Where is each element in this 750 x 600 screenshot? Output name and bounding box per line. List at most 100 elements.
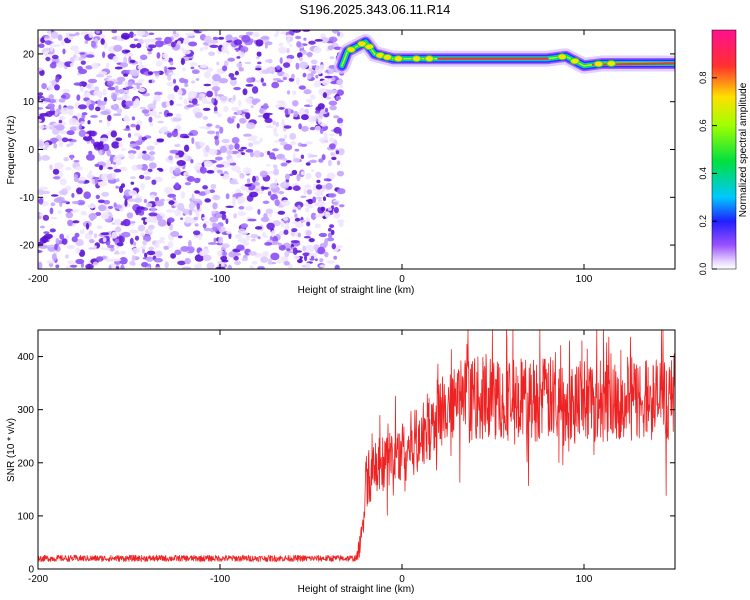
- noise-speckle: [184, 257, 191, 265]
- noise-speckle: [310, 70, 317, 75]
- colorbar-tick-label: 0.2: [698, 215, 708, 228]
- noise-speckle: [289, 132, 297, 140]
- noise-speckle: [86, 83, 92, 89]
- noise-speckle: [147, 51, 152, 55]
- noise-speckle: [54, 84, 60, 91]
- noise-speckle: [156, 139, 164, 143]
- carrier-trace-blob: [557, 53, 568, 61]
- noise-speckle: [212, 36, 219, 41]
- noise-speckle: [202, 100, 212, 104]
- noise-speckle: [193, 230, 201, 236]
- noise-speckle: [335, 95, 342, 101]
- noise-speckle: [116, 178, 120, 183]
- noise-speckle: [76, 125, 80, 132]
- noise-speckle: [278, 46, 288, 54]
- noise-speckle: [290, 240, 300, 244]
- noise-speckle: [299, 61, 309, 69]
- noise-speckle: [313, 46, 322, 54]
- colorbar-tick-label: 0.0: [698, 263, 708, 276]
- noise-speckle: [251, 99, 258, 106]
- noise-speckle: [228, 73, 235, 78]
- noise-speckle: [196, 202, 200, 210]
- noise-speckle: [310, 59, 318, 65]
- noise-speckle: [151, 216, 158, 224]
- noise-speckle: [333, 211, 341, 219]
- noise-speckle: [265, 208, 274, 214]
- noise-speckle: [106, 119, 111, 127]
- noise-speckle: [99, 149, 103, 156]
- noise-speckle: [70, 154, 74, 161]
- noise-speckle: [78, 104, 87, 110]
- noise-speckle: [176, 160, 186, 166]
- noise-speckle: [148, 212, 158, 217]
- noise-speckle: [225, 218, 229, 225]
- noise-speckle: [296, 173, 301, 182]
- noise-speckle: [329, 224, 335, 229]
- noise-speckle: [280, 162, 288, 167]
- noise-speckle: [177, 37, 185, 42]
- noise-speckle: [323, 132, 328, 139]
- noise-speckle: [148, 162, 157, 169]
- noise-speckle: [164, 261, 169, 269]
- noise-speckle: [42, 214, 50, 221]
- noise-speckle: [265, 125, 274, 129]
- noise-speckle: [294, 201, 304, 209]
- noise-speckle: [191, 193, 195, 201]
- noise-speckle: [221, 213, 227, 221]
- noise-speckle: [159, 236, 166, 241]
- noise-speckle: [186, 176, 195, 182]
- noise-speckle: [272, 220, 281, 227]
- noise-speckle: [80, 210, 87, 216]
- noise-speckle: [81, 112, 88, 116]
- noise-speckle: [44, 141, 50, 148]
- noise-speckle: [210, 183, 217, 190]
- noise-speckle: [112, 155, 122, 163]
- noise-speckle: [222, 65, 228, 72]
- noise-speckle: [276, 65, 281, 70]
- noise-speckle: [246, 178, 251, 184]
- noise-speckle: [65, 265, 71, 269]
- noise-speckle: [51, 253, 57, 261]
- noise-speckle: [277, 242, 282, 246]
- noise-speckle: [112, 55, 119, 63]
- noise-speckle: [255, 39, 264, 47]
- noise-speckle: [139, 106, 147, 110]
- noise-speckle: [41, 47, 50, 55]
- noise-speckle: [286, 54, 295, 60]
- noise-speckle: [80, 121, 85, 125]
- noise-speckle: [216, 61, 220, 66]
- noise-speckle: [168, 200, 175, 205]
- noise-speckle: [58, 119, 63, 124]
- noise-speckle: [133, 38, 139, 42]
- noise-speckle: [203, 150, 209, 158]
- noise-speckle: [305, 230, 312, 237]
- noise-speckle: [314, 110, 321, 114]
- noise-speckle: [199, 64, 208, 69]
- noise-speckle: [146, 202, 153, 208]
- noise-speckle: [316, 188, 324, 195]
- noise-speckle: [142, 150, 147, 154]
- noise-speckle: [229, 181, 239, 185]
- noise-speckle: [136, 156, 142, 159]
- noise-speckle: [52, 168, 60, 175]
- noise-speckle: [227, 264, 232, 269]
- colorbar-tick-label: 0.6: [698, 119, 708, 132]
- noise-speckle: [329, 143, 336, 150]
- noise-speckle: [172, 78, 177, 84]
- noise-speckle: [335, 150, 340, 155]
- noise-speckle: [333, 115, 340, 119]
- noise-speckle: [145, 39, 149, 48]
- noise-speckle: [307, 115, 316, 123]
- noise-speckle: [143, 199, 148, 203]
- noise-speckle: [125, 49, 131, 53]
- noise-speckle: [50, 31, 59, 39]
- noise-speckle: [116, 35, 122, 42]
- noise-speckle: [66, 143, 71, 147]
- noise-speckle: [323, 196, 326, 201]
- noise-speckle: [149, 109, 157, 117]
- noise-speckle: [285, 178, 289, 183]
- noise-speckle: [292, 100, 299, 107]
- noise-speckle: [212, 194, 221, 201]
- noise-speckle: [245, 97, 253, 103]
